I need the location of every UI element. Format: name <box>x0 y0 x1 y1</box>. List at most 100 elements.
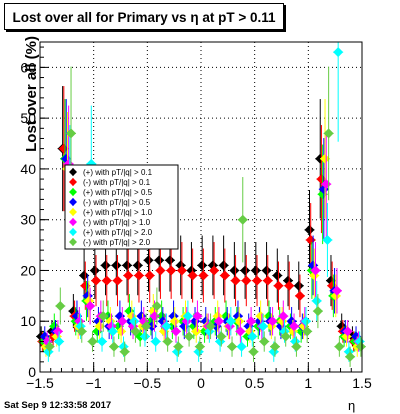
data-point <box>166 265 177 276</box>
data-point <box>267 316 278 327</box>
data-point <box>219 270 230 281</box>
data-point <box>97 336 108 347</box>
data-point <box>176 265 187 276</box>
y-tick-label: 30 <box>20 212 36 228</box>
y-tick-label: 50 <box>20 110 36 126</box>
data-point <box>111 260 122 271</box>
data-point <box>278 311 289 322</box>
series-8 <box>44 66 366 367</box>
y-tick-label: 20 <box>20 262 36 278</box>
data-point <box>169 316 180 327</box>
data-point <box>151 301 162 311</box>
data-point <box>52 326 63 337</box>
data-point <box>272 270 283 281</box>
data-point <box>310 265 321 276</box>
data-point <box>112 275 123 286</box>
data-point <box>273 280 284 291</box>
data-point <box>250 265 261 276</box>
x-tick-label: −1 <box>86 375 102 391</box>
data-point <box>234 316 245 327</box>
data-point <box>91 275 102 286</box>
data-point <box>194 341 205 352</box>
legend: (+) with pT/|q| > 0.1(-) with pT/|q| > 0… <box>64 164 179 250</box>
y-tick-label: 60 <box>20 59 36 75</box>
data-point <box>164 255 175 266</box>
data-point <box>294 290 305 301</box>
data-point <box>123 270 134 281</box>
x-axis-label: η <box>348 398 356 413</box>
data-point <box>331 285 342 296</box>
data-point <box>218 260 229 271</box>
data-point <box>213 316 224 327</box>
data-point <box>191 326 202 337</box>
data-point <box>227 341 238 352</box>
legend-marker <box>69 168 77 176</box>
data-point <box>133 270 144 281</box>
data-point <box>252 275 263 286</box>
data-point <box>98 311 109 322</box>
data-point <box>261 265 272 276</box>
legend-label: (-) with pT/|q| > 1.0 <box>83 218 151 227</box>
y-tick-label: 0 <box>28 364 36 380</box>
timestamp: Sat Sep 9 12:33:58 2017 <box>4 400 112 411</box>
data-point <box>293 280 304 291</box>
x-tick-label: 0 <box>197 375 205 391</box>
data-point <box>241 275 252 286</box>
legend-label: (+) with pT/|q| > 1.0 <box>83 208 153 217</box>
data-point <box>240 265 251 276</box>
data-point <box>117 316 128 327</box>
axes: −1.5 −1 −0.5 0 0.5 1 1.5 0 10 20 30 40 50 60 <box>20 41 372 391</box>
data-point <box>235 326 246 337</box>
legend-marker <box>69 178 77 186</box>
data-point <box>302 326 313 337</box>
data-point <box>66 128 77 139</box>
data-point <box>161 321 172 332</box>
data-markers <box>36 42 366 367</box>
data-point <box>170 326 181 337</box>
data-point <box>237 214 248 225</box>
data-point <box>144 270 155 281</box>
data-point <box>150 336 161 347</box>
data-point <box>162 336 173 347</box>
data-point <box>154 255 165 266</box>
data-point <box>209 265 220 276</box>
data-point <box>312 306 323 317</box>
data-point <box>54 336 65 347</box>
data-point <box>85 301 96 311</box>
data-point <box>262 275 273 286</box>
y-tick-label: 40 <box>20 161 36 177</box>
data-point <box>139 331 150 342</box>
data-point <box>300 316 311 327</box>
x-tick-label: −1.5 <box>26 375 54 391</box>
data-point <box>87 336 98 347</box>
legend-box <box>64 164 179 250</box>
x-tick-label: −0.5 <box>134 375 162 391</box>
legend-label: (-) with pT/|q| > 0.1 <box>83 178 151 187</box>
data-point <box>132 260 143 271</box>
legend-marker <box>69 228 77 236</box>
data-point <box>141 321 152 332</box>
legend-marker <box>69 188 77 196</box>
data-point <box>225 316 236 327</box>
data-point <box>182 311 193 322</box>
legend-label: (-) with pT/|q| > 2.0 <box>83 238 151 247</box>
data-point <box>107 326 118 337</box>
data-point <box>108 341 119 352</box>
data-point <box>216 331 227 342</box>
legend-marker <box>69 208 77 216</box>
legend-entry-2: (-) with pT/|q| > 0.1 <box>69 178 151 187</box>
data-point <box>116 326 127 337</box>
data-point <box>143 255 154 266</box>
data-point <box>304 224 315 235</box>
data-point <box>122 260 133 271</box>
data-point <box>192 311 203 322</box>
data-point <box>94 321 105 332</box>
data-point <box>334 341 345 352</box>
data-point <box>79 270 90 281</box>
x-tick-label: 1 <box>304 375 312 391</box>
data-point <box>322 235 333 245</box>
legend-entry-1: (+) with pT/|q| > 0.1 <box>69 168 153 177</box>
data-point <box>187 270 198 281</box>
data-point <box>119 346 130 357</box>
